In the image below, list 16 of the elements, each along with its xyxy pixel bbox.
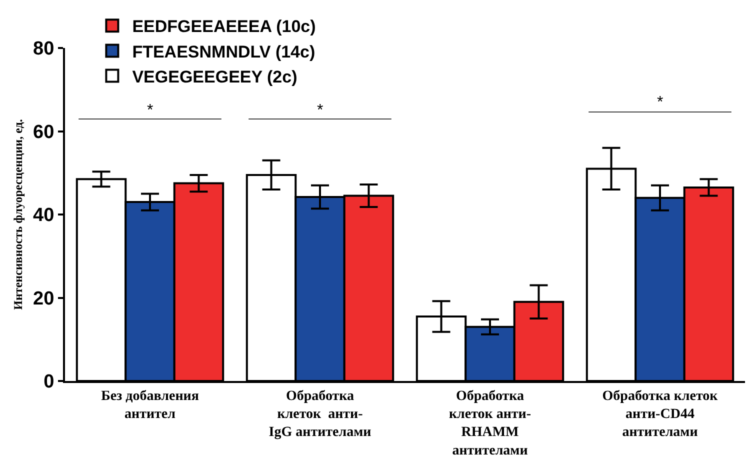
annotation: *: [657, 94, 664, 111]
legend-label: VEGEGEEGEEY (2c): [132, 67, 298, 86]
x-tick-label: Обработка клеток анти-CD44 антителами: [602, 388, 719, 440]
y-tick-label: 0: [44, 372, 54, 393]
y-tick-label: 40: [33, 205, 54, 226]
legend-label: FTEAESNMNDLV (14c): [132, 42, 316, 62]
y-tick-label: 60: [33, 122, 54, 143]
x-tick-label: Без добавления антител: [101, 388, 200, 422]
y-axis-title: Интенсивность флуоресценции, ед.: [10, 119, 25, 310]
annotation: *: [147, 102, 154, 119]
y-tick-label: 20: [33, 288, 54, 310]
x-tick-label: Обработка клеток анти- RHAMM антителами: [448, 388, 532, 458]
legend-label: EEDFGEEAEEEA (10c): [132, 17, 316, 36]
x-tick-label: Обработка клеток анти- IgG антителами: [268, 388, 372, 440]
annotation: *: [317, 102, 324, 119]
y-tick-label: 80: [33, 38, 54, 60]
